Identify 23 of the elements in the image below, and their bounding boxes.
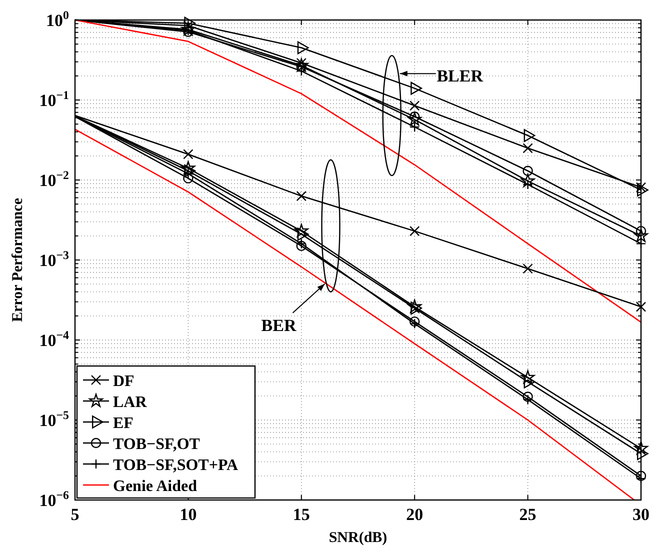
annotation: BLER — [436, 66, 484, 86]
y-axis-title: Error Performance — [10, 198, 26, 322]
x-tick-label: 10 — [180, 505, 197, 524]
y-tick-label: 10$^{−2}$ — [39, 168, 70, 190]
x-axis-title: SNR(dB) — [328, 530, 388, 546]
legend-label: Genie Aided — [113, 478, 198, 495]
y-tick-label: 10$^{−5}$ — [39, 408, 70, 430]
y-tick-label: 10$^{0}$ — [46, 8, 70, 30]
x-tick-label: 30 — [632, 505, 650, 524]
annotation: BER — [261, 316, 297, 335]
y-tick-label: 10$^{−1}$ — [39, 88, 70, 110]
legend-label: EF — [113, 415, 134, 432]
y-tick-label: 10$^{−4}$ — [39, 328, 70, 350]
legend-label: TOB−SF,SOT+PA — [113, 457, 239, 474]
legend-label: LAR — [113, 394, 148, 411]
x-tick-label: 5 — [70, 505, 80, 524]
legend-label: TOB−SF,OT — [113, 436, 200, 453]
legend-label: DF — [113, 373, 135, 390]
x-tick-label: 15 — [292, 505, 310, 524]
y-tick-label: 10$^{−3}$ — [39, 248, 70, 270]
x-tick-label: 20 — [406, 505, 424, 524]
y-tick-label: 10$^{−6}$ — [39, 488, 70, 510]
x-tick-label: 25 — [519, 505, 536, 524]
